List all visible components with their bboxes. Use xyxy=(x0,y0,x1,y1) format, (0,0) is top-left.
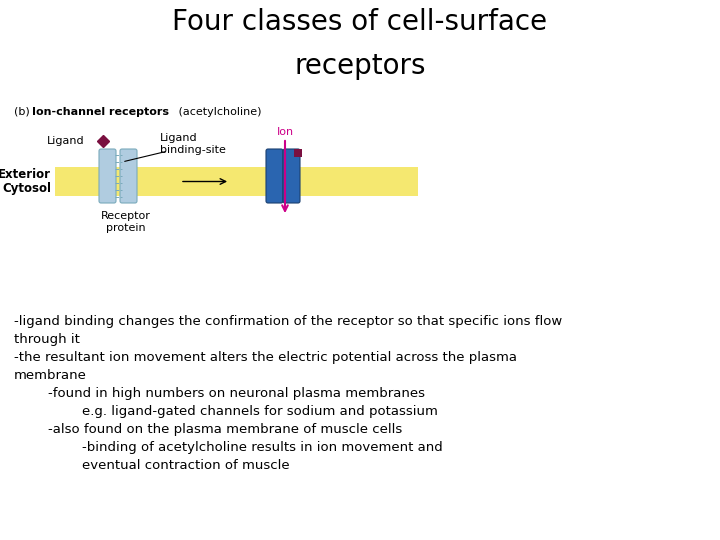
Text: Cytosol: Cytosol xyxy=(2,182,51,195)
Bar xyxy=(55,167,418,196)
Bar xyxy=(294,149,302,157)
Text: receptors: receptors xyxy=(294,52,426,80)
Text: Ion-channel receptors: Ion-channel receptors xyxy=(32,107,169,117)
Text: Ligand: Ligand xyxy=(48,136,85,146)
Text: Receptor
protein: Receptor protein xyxy=(101,211,151,233)
FancyBboxPatch shape xyxy=(120,149,137,203)
Text: Ion: Ion xyxy=(276,127,294,137)
FancyBboxPatch shape xyxy=(99,149,116,203)
Text: Ligand
binding-site: Ligand binding-site xyxy=(160,133,226,154)
Text: -ligand binding changes the confirmation of the receptor so that specific ions f: -ligand binding changes the confirmation… xyxy=(14,315,562,472)
FancyBboxPatch shape xyxy=(283,149,300,203)
FancyBboxPatch shape xyxy=(266,149,283,203)
Text: (acetylcholine): (acetylcholine) xyxy=(175,107,261,117)
Text: Exterior: Exterior xyxy=(0,168,51,181)
Text: Four classes of cell-surface: Four classes of cell-surface xyxy=(172,8,548,36)
Text: (b): (b) xyxy=(14,107,37,117)
